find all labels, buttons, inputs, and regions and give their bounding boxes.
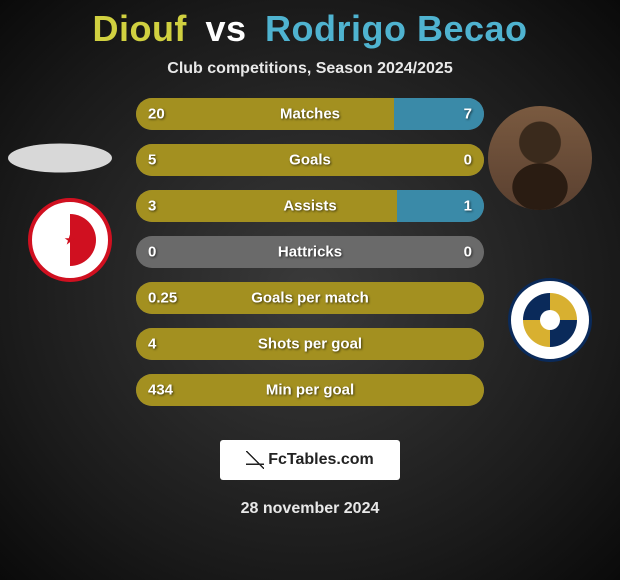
- stat-label: Hattricks: [278, 244, 342, 261]
- stat-value-left: 4: [148, 336, 156, 353]
- stat-value-left: 3: [148, 198, 156, 215]
- player1-name: Diouf: [92, 8, 186, 49]
- stat-value-right: 1: [464, 198, 472, 215]
- player2-club-logo: [508, 278, 592, 362]
- stat-row: 5 0 Goals: [136, 144, 484, 176]
- stat-label: Goals: [289, 152, 331, 169]
- stat-value-right: 0: [464, 244, 472, 261]
- stat-row: 434 Min per goal: [136, 374, 484, 406]
- stat-value-left: 0.25: [148, 290, 177, 307]
- stat-row: 3 1 Assists: [136, 190, 484, 222]
- stat-row: 4 Shots per goal: [136, 328, 484, 360]
- stat-fill-left: [136, 190, 397, 222]
- stat-value-left: 0: [148, 244, 156, 261]
- subtitle: Club competitions, Season 2024/2025: [0, 60, 620, 78]
- stat-value-right: 0: [464, 152, 472, 169]
- stat-label: Min per goal: [266, 382, 354, 399]
- stat-value-left: 434: [148, 382, 173, 399]
- player2-name: Rodrigo Becao: [265, 8, 528, 49]
- date-label: 28 november 2024: [241, 500, 380, 518]
- stat-label: Shots per goal: [258, 336, 362, 353]
- brand-text: FcTables.com: [268, 451, 374, 469]
- stat-value-left: 20: [148, 106, 165, 123]
- stat-row: 20 7 Matches: [136, 98, 484, 130]
- vs-label: vs: [197, 8, 254, 49]
- comparison-title: Diouf vs Rodrigo Becao: [0, 0, 620, 50]
- stat-label: Goals per match: [251, 290, 369, 307]
- stat-value-right: 7: [464, 106, 472, 123]
- stat-fill-left: [136, 98, 394, 130]
- stat-label: Matches: [280, 106, 340, 123]
- brand-badge: FcTables.com: [220, 440, 400, 480]
- comparison-body: ★ 207Matches50Goals31Assists00Hattricks0…: [0, 98, 620, 438]
- stat-row: 0 0 Hattricks: [136, 236, 484, 268]
- player1-club-logo: ★: [28, 198, 112, 282]
- stat-row: 0.25 Goals per match: [136, 282, 484, 314]
- brand-logo-icon: [246, 451, 264, 469]
- stat-value-left: 5: [148, 152, 156, 169]
- stat-bars: 20 7 Matches 5 0 Goals 3 1 Assists 0 0 Hattricks 0.2…: [136, 98, 484, 420]
- player2-avatar: [488, 106, 592, 210]
- stat-label: Assists: [283, 198, 336, 215]
- player1-avatar: [8, 143, 112, 172]
